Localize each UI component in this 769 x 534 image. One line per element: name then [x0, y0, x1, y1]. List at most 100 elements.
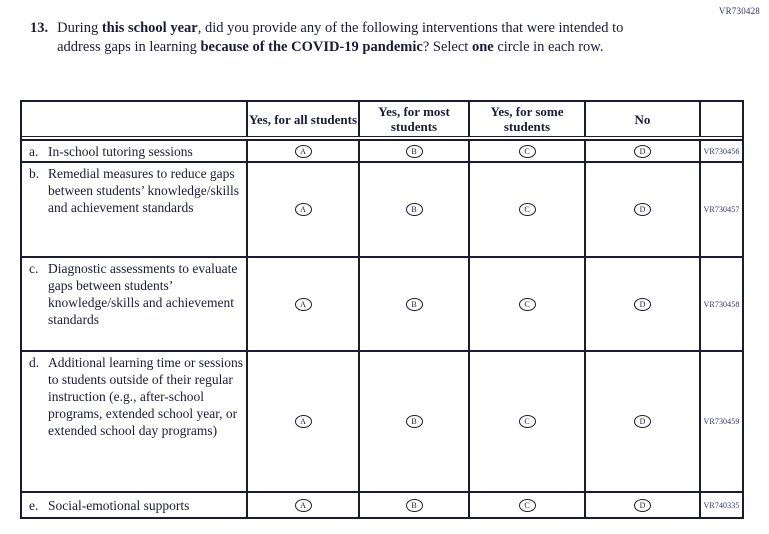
question-text-segment: one — [471, 39, 494, 55]
answer-bubble-c[interactable]: C — [518, 203, 536, 216]
answer-bubble-d[interactable]: D — [634, 297, 651, 311]
question-text: During this school year, did you provide… — [57, 19, 645, 57]
item-cell: b. Remedial measures to reduce gaps betwe… — [22, 163, 248, 256]
option-cell: B — [360, 141, 470, 161]
item-letter: e. — [29, 497, 39, 513]
item-cell: d. Additional learning time or sessions t… — [22, 352, 248, 491]
column-header-label: Yes, for most students — [378, 104, 450, 134]
answer-bubble-d[interactable]: D — [634, 144, 651, 158]
question-text-segment: this school year — [101, 20, 198, 36]
question-number: 13. — [30, 20, 49, 36]
option-cell: B — [360, 163, 470, 256]
bubble-letter: A — [300, 146, 306, 156]
option-cell: D — [586, 352, 701, 491]
option-cell: A — [248, 352, 360, 491]
response-table: Yes, for all students Yes, for most stude… — [20, 100, 744, 519]
answer-bubble-b[interactable]: B — [405, 144, 423, 158]
question-text-segment: , did you provide any of the following i… — [57, 20, 624, 55]
bubble-letter: C — [524, 417, 530, 426]
item-text: Remedial measures to reduce gaps between… — [48, 166, 239, 215]
bubble-letter: A — [300, 205, 306, 214]
answer-bubble-d[interactable]: D — [634, 415, 651, 428]
bubble-letter: D — [639, 205, 646, 214]
row-code: VR730457 — [703, 205, 740, 214]
option-cell: D — [586, 493, 701, 517]
bubble-letter: C — [524, 146, 530, 156]
answer-bubble-a[interactable]: A — [294, 203, 312, 216]
answer-bubble-b[interactable]: B — [405, 498, 423, 512]
bubble-letter: B — [411, 299, 417, 309]
option-cell: A — [248, 258, 360, 350]
table-row: c. Diagnostic assessments to evaluate gap… — [22, 256, 742, 350]
row-code: VR730459 — [703, 417, 740, 426]
bubble-letter: C — [524, 299, 530, 309]
option-cell: C — [470, 493, 586, 517]
column-header-label: Yes, for some students — [490, 104, 564, 134]
item-letter: d. — [29, 355, 40, 370]
option-cell: B — [360, 493, 470, 517]
question-text-segment: ? Select — [422, 39, 472, 55]
question-text-segment: During — [57, 20, 102, 36]
option-cell: C — [470, 163, 586, 256]
option-cell: A — [248, 493, 360, 517]
table-body: a. In-school tutoring sessions A B C D VR73045… — [22, 139, 742, 517]
item-text: Additional learning time or sessions to … — [48, 355, 243, 438]
bubble-letter: A — [300, 417, 306, 426]
column-header-label: Yes, for all students — [248, 111, 358, 127]
option-cell: D — [586, 163, 701, 256]
answer-bubble-b[interactable]: B — [405, 297, 423, 311]
table-row: e. Social-emotional supports A B C D VR740335 — [22, 491, 742, 517]
column-header: Yes, for all students — [248, 102, 360, 136]
item-text: Diagnostic assessments to evaluate gaps … — [48, 261, 238, 327]
answer-bubble-c[interactable]: C — [518, 144, 536, 158]
answer-bubble-d[interactable]: D — [634, 203, 651, 216]
item-letter: b. — [29, 166, 40, 181]
option-cell: B — [360, 258, 470, 350]
table-row: a. In-school tutoring sessions A B C D VR73045… — [22, 139, 742, 161]
column-header: No — [586, 102, 701, 136]
bubble-letter: B — [411, 417, 417, 426]
bubble-letter: C — [524, 205, 530, 214]
bubble-letter: D — [639, 146, 646, 156]
answer-bubble-c[interactable]: C — [518, 297, 536, 311]
bubble-letter: C — [524, 500, 530, 510]
row-code: VR740335 — [703, 500, 740, 510]
answer-bubble-c[interactable]: C — [518, 498, 536, 512]
row-code: VR730456 — [703, 146, 740, 156]
answer-bubble-a[interactable]: A — [294, 297, 312, 311]
option-cell: C — [470, 352, 586, 491]
bubble-letter: D — [639, 417, 646, 426]
answer-bubble-a[interactable]: A — [294, 415, 312, 428]
answer-bubble-a[interactable]: A — [294, 498, 312, 512]
option-cell: C — [470, 141, 586, 161]
answer-bubble-c[interactable]: C — [518, 415, 536, 428]
option-cell: A — [248, 141, 360, 161]
column-header-empty — [701, 102, 742, 136]
bubble-letter: B — [411, 205, 417, 214]
option-cell: C — [470, 258, 586, 350]
option-cell: A — [248, 163, 360, 256]
answer-bubble-b[interactable]: B — [405, 203, 423, 216]
item-text: Social-emotional supports — [48, 497, 190, 513]
answer-bubble-b[interactable]: B — [405, 415, 423, 428]
item-letter: a. — [29, 143, 39, 159]
column-header-label: No — [634, 111, 651, 127]
item-text: In-school tutoring sessions — [48, 143, 193, 159]
option-cell: B — [360, 352, 470, 491]
row-code: VR730458 — [703, 299, 740, 309]
answer-bubble-d[interactable]: D — [634, 498, 651, 512]
header-double-rule-gap — [22, 137, 742, 139]
item-letter: c. — [29, 261, 39, 276]
bubble-letter: A — [300, 299, 306, 309]
question-13: 13. During this school year, did you pro… — [30, 19, 645, 57]
table-row: b. Remedial measures to reduce gaps betwe… — [22, 161, 742, 256]
table-header-row: Yes, for all students Yes, for most stude… — [22, 102, 742, 137]
bubble-letter: B — [411, 146, 417, 156]
table-row: d. Additional learning time or sessions t… — [22, 350, 742, 491]
question-text-segment: because of the COVID-19 pandemic — [200, 39, 423, 55]
bubble-letter: D — [639, 299, 646, 309]
question-text-segment: circle in each row. — [493, 39, 604, 55]
answer-bubble-a[interactable]: A — [294, 144, 312, 158]
column-header-empty — [22, 102, 248, 136]
